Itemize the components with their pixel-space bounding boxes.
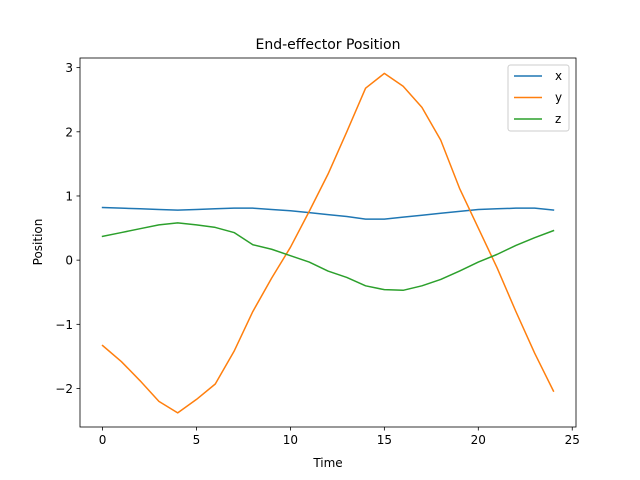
chart-title: End-effector Position [256, 37, 401, 53]
y-tick-label: −1 [55, 318, 73, 332]
x-tick-label: 15 [377, 433, 392, 447]
legend: xyz [507, 64, 570, 132]
legend-label-x: x [555, 69, 562, 83]
y-tick-label: 0 [65, 254, 73, 268]
series-group [101, 72, 555, 414]
y-tick-label: −2 [55, 382, 73, 396]
x-tick-label: 10 [283, 433, 298, 447]
y-tick-label: 1 [65, 189, 73, 203]
series-line-z [101, 222, 555, 292]
y-tick-label: 2 [65, 125, 73, 139]
legend-label-z: z [555, 112, 561, 126]
series-line-y [101, 72, 555, 414]
y-axis-label: Position [31, 219, 45, 266]
x-axis-label: Time [312, 456, 342, 470]
x-tick-label: 5 [193, 433, 201, 447]
x-axis: 0 5 10 15 20 25 [99, 427, 580, 447]
x-tick-label: 20 [471, 433, 486, 447]
x-tick-label: 0 [99, 433, 107, 447]
y-tick-label: 3 [65, 61, 73, 75]
series-line-x [101, 206, 555, 220]
x-tick-label: 25 [565, 433, 580, 447]
y-axis: −2 −1 0 1 2 3 [55, 61, 80, 396]
legend-label-y: y [555, 91, 562, 105]
plot-frame [79, 57, 577, 428]
